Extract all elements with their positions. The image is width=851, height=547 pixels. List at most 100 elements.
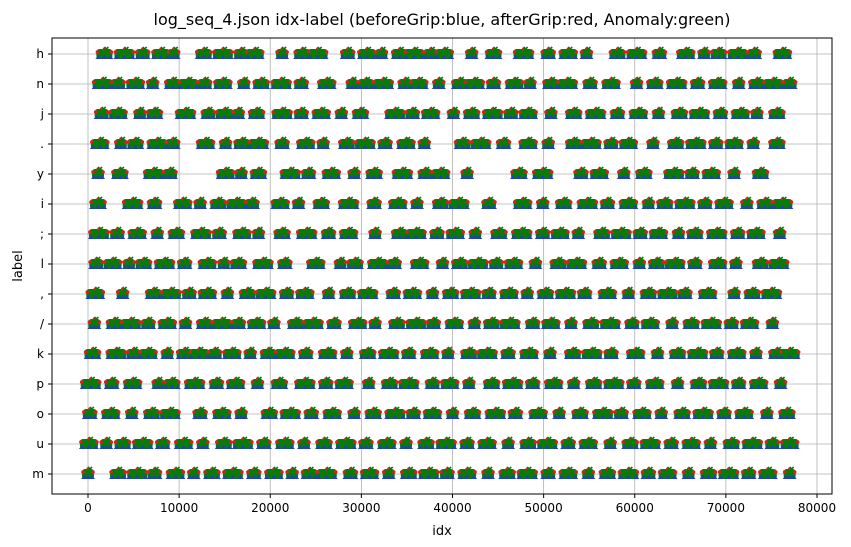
point-beforeGrip	[298, 115, 305, 119]
point-beforeGrip	[293, 475, 300, 479]
point-beforeGrip	[675, 55, 682, 59]
point-afterGrip	[632, 260, 637, 264]
point-afterGrip	[572, 290, 577, 294]
point-beforeGrip	[637, 85, 644, 89]
point-beforeGrip	[659, 265, 666, 269]
point-beforeGrip	[91, 85, 98, 89]
point-anomaly	[620, 406, 626, 412]
point-anomaly	[232, 466, 238, 472]
point-afterGrip	[212, 50, 216, 54]
point-beforeGrip	[791, 85, 798, 89]
point-afterGrip	[643, 50, 648, 54]
point-beforeGrip	[767, 145, 774, 149]
point-beforeGrip	[260, 445, 267, 449]
point-beforeGrip	[115, 475, 122, 479]
point-afterGrip	[203, 200, 207, 204]
point-beforeGrip	[534, 235, 541, 239]
point-afterGrip	[153, 260, 158, 264]
point-anomaly	[364, 136, 370, 142]
point-beforeGrip	[244, 295, 251, 299]
point-afterGrip	[765, 170, 770, 174]
data-cluster-j	[174, 106, 197, 119]
point-beforeGrip	[519, 205, 526, 209]
point-beforeGrip	[599, 205, 606, 209]
data-cluster-n	[707, 76, 728, 89]
point-anomaly	[654, 376, 660, 382]
point-beforeGrip	[592, 205, 599, 209]
point-beforeGrip	[239, 145, 246, 149]
point-afterGrip	[365, 170, 369, 174]
point-afterGrip	[246, 470, 250, 474]
point-beforeGrip	[309, 145, 316, 149]
point-afterGrip	[424, 80, 429, 84]
point-anomaly	[128, 256, 134, 262]
data-cluster-k	[625, 346, 646, 359]
cluster-body	[778, 409, 795, 419]
point-afterGrip	[193, 290, 197, 294]
data-cluster-n	[665, 76, 688, 89]
cluster-body	[564, 349, 581, 359]
point-afterGrip	[735, 320, 740, 324]
point-afterGrip	[385, 290, 390, 294]
cluster-body	[611, 229, 632, 239]
point-afterGrip	[448, 200, 452, 204]
cluster-body	[373, 79, 394, 89]
point-beforeGrip	[501, 235, 508, 239]
point-beforeGrip	[321, 175, 328, 179]
data-cluster-u	[334, 436, 357, 449]
data-cluster-/	[723, 316, 740, 329]
point-beforeGrip	[390, 295, 397, 299]
point-anomaly	[432, 316, 438, 322]
point-afterGrip	[609, 260, 614, 264]
point-afterGrip	[279, 170, 284, 174]
cluster-body	[674, 199, 695, 209]
point-anomaly	[743, 406, 749, 412]
point-anomaly	[453, 316, 459, 322]
point-beforeGrip	[115, 115, 122, 119]
point-afterGrip	[554, 110, 558, 114]
point-afterGrip	[741, 230, 746, 234]
point-beforeGrip	[278, 295, 285, 299]
point-beforeGrip	[477, 445, 484, 449]
point-afterGrip	[516, 470, 521, 474]
point-beforeGrip	[740, 385, 747, 389]
point-afterGrip	[338, 410, 343, 414]
point-afterGrip	[262, 320, 267, 324]
cluster-body	[746, 229, 765, 239]
point-anomaly	[256, 376, 263, 382]
point-beforeGrip	[344, 295, 351, 299]
point-afterGrip	[598, 470, 603, 474]
point-anomaly	[718, 376, 724, 382]
point-beforeGrip	[87, 325, 94, 329]
point-anomaly	[733, 166, 739, 172]
point-afterGrip	[640, 320, 645, 324]
point-afterGrip	[159, 410, 163, 414]
point-anomaly	[147, 346, 153, 352]
point-beforeGrip	[603, 445, 610, 449]
data-cluster-k	[105, 346, 128, 359]
cluster-body	[211, 319, 232, 329]
point-afterGrip	[166, 440, 171, 444]
cluster-body	[212, 409, 231, 419]
data-cluster-o	[124, 406, 139, 419]
point-beforeGrip	[319, 265, 326, 269]
point-beforeGrip	[323, 85, 330, 89]
point-afterGrip	[502, 410, 507, 414]
point-afterGrip	[675, 440, 679, 444]
point-anomaly	[789, 436, 795, 442]
point-beforeGrip	[175, 415, 182, 419]
point-afterGrip	[682, 350, 687, 354]
point-beforeGrip	[633, 445, 640, 449]
data-cluster-m	[315, 466, 338, 479]
point-afterGrip	[708, 140, 712, 144]
point-beforeGrip	[609, 265, 616, 269]
point-anomaly	[635, 346, 641, 352]
point-beforeGrip	[254, 295, 261, 299]
point-afterGrip	[629, 80, 634, 84]
cluster-body	[446, 229, 465, 239]
data-cluster-h	[434, 46, 455, 59]
point-afterGrip	[432, 80, 436, 84]
point-beforeGrip	[476, 235, 483, 239]
point-anomaly	[428, 466, 434, 472]
data-cluster-j	[462, 106, 481, 119]
